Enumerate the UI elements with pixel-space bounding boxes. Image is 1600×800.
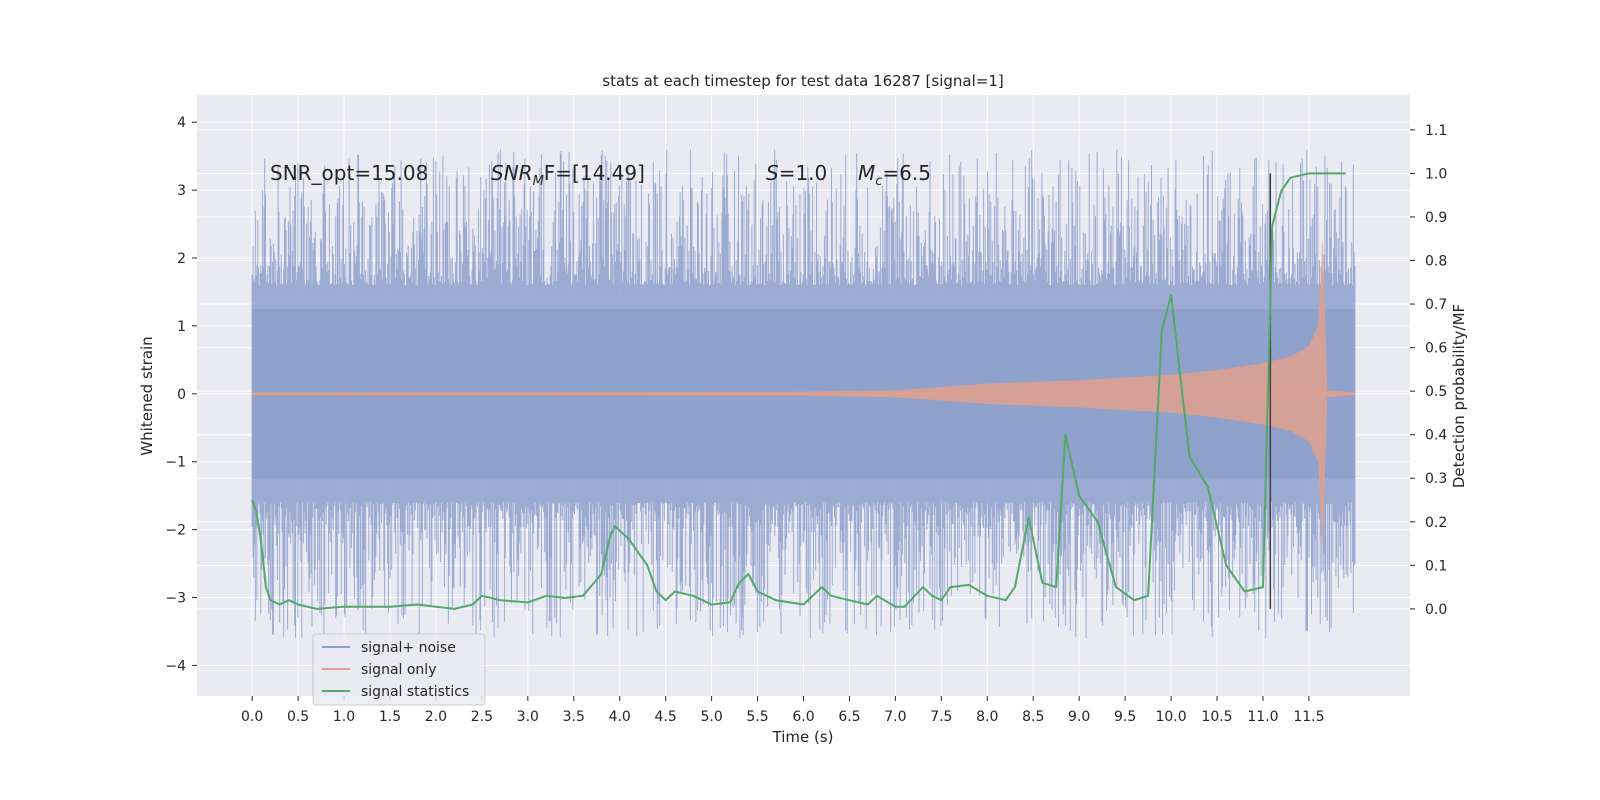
x-tick-label: 0.5: [287, 709, 309, 725]
y-left-tick-label: 0: [177, 387, 186, 403]
y-axis-right-title: Detection probability/MF: [1450, 304, 1468, 488]
x-tick-label: 10.0: [1155, 709, 1186, 725]
annotation-s: S=1.0: [766, 161, 827, 185]
x-axis-title: Time (s): [772, 728, 834, 746]
y-left-tick-label: −3: [165, 591, 186, 607]
x-tick-label: 7.0: [884, 709, 906, 725]
y-left-tick-label: 3: [177, 183, 186, 199]
x-tick-label: 6.0: [792, 709, 814, 725]
y-axis-left-title: Whitened strain: [138, 336, 156, 455]
legend-label-stats: signal statistics: [361, 684, 469, 700]
x-tick-label: 9.0: [1068, 709, 1090, 725]
x-tick-label: 3.5: [563, 709, 585, 725]
annotation-mc-symbol: M: [858, 161, 875, 185]
annotation-s-symbol: S: [766, 161, 779, 185]
annotation-mc: Mc=6.5: [858, 161, 931, 189]
stats-line: [251, 172, 1346, 610]
x-tick-label: 3.0: [517, 709, 539, 725]
x-tick-label: 11.5: [1293, 709, 1324, 725]
x-tick-label: 1.5: [379, 709, 401, 725]
x-tick-label: 4.0: [609, 709, 631, 725]
y-left-tick-label: −2: [165, 523, 186, 539]
annotation-snr-mf-sub: M: [533, 174, 544, 189]
legend-label-noise: signal+ noise: [361, 640, 456, 656]
y-right-tick-label: 0.8: [1425, 253, 1447, 269]
y-right-tick-label: 1.0: [1425, 166, 1447, 182]
legend: signal+ noise signal only signal statist…: [312, 633, 486, 706]
y-left-tick-label: −4: [165, 658, 186, 674]
annotation-snr-opt: SNR_opt=15.08: [270, 161, 428, 185]
annotation-mc-value: =6.5: [882, 161, 931, 185]
x-tick-label: 7.5: [930, 709, 952, 725]
y-left-tick-label: 1: [177, 319, 186, 335]
x-tick-label: 8.0: [976, 709, 998, 725]
x-tick-label: 2.5: [471, 709, 493, 725]
y-left-tick-label: 4: [177, 115, 186, 131]
x-tick-label: 6.5: [838, 709, 860, 725]
x-tick-label: 2.0: [425, 709, 447, 725]
y-axis-left: −4 −3 −2 −1 0 1 2 3 4: [165, 115, 197, 674]
annotation-snr-mf-base: SNR: [491, 161, 533, 185]
x-tick-label: 0.0: [241, 709, 263, 725]
annotation-mc-sub: c: [875, 174, 882, 189]
y-right-tick-label: 0.2: [1425, 515, 1447, 531]
y-right-tick-label: 0.6: [1425, 341, 1447, 357]
x-axis: 0.0 0.5 1.0 1.5 2.0 2.5 3.0 3.5 4.0 4.5 5.0 5.5 6.0 6…: [241, 696, 1325, 725]
y-left-tick-label: 2: [177, 251, 186, 267]
legend-box: [312, 633, 486, 706]
y-right-tick-label: 0.1: [1425, 558, 1447, 574]
y-right-tick-label: 0.9: [1425, 210, 1447, 226]
x-tick-label: 1.0: [333, 709, 355, 725]
x-tick-label: 11.0: [1247, 709, 1278, 725]
x-tick-label: 10.5: [1201, 709, 1232, 725]
series-signal-only: [252, 237, 1355, 550]
y-right-tick-label: 0.3: [1425, 471, 1447, 487]
chart-title: stats at each timestep for test data 162…: [602, 72, 1003, 90]
y-right-tick-label: 0.0: [1425, 602, 1447, 618]
x-tick-label: 9.5: [1114, 709, 1136, 725]
y-left-tick-label: −1: [165, 455, 186, 471]
y-right-tick-label: 0.5: [1425, 384, 1447, 400]
series-signal-statistics: [251, 172, 1346, 610]
y-right-tick-label: 1.1: [1425, 123, 1447, 139]
y-axis-right: 0.0 0.1 0.2 0.3 0.4 0.5 0.6 0.7 0.8 0.9 1.0 1.1: [1410, 123, 1447, 618]
x-tick-label: 4.5: [655, 709, 677, 725]
y-right-tick-label: 0.7: [1425, 297, 1447, 313]
annotation-snr-mf-rest: F=[14.49]: [544, 161, 645, 185]
annotation-snr-mf: SNRMF=[14.49]: [491, 161, 645, 189]
x-tick-label: 5.5: [746, 709, 768, 725]
x-tick-label: 5.0: [700, 709, 722, 725]
y-right-tick-label: 0.4: [1425, 428, 1447, 444]
annotation-s-value: =1.0: [779, 161, 828, 185]
legend-label-signal: signal only: [361, 662, 436, 678]
x-tick-label: 8.5: [1022, 709, 1044, 725]
